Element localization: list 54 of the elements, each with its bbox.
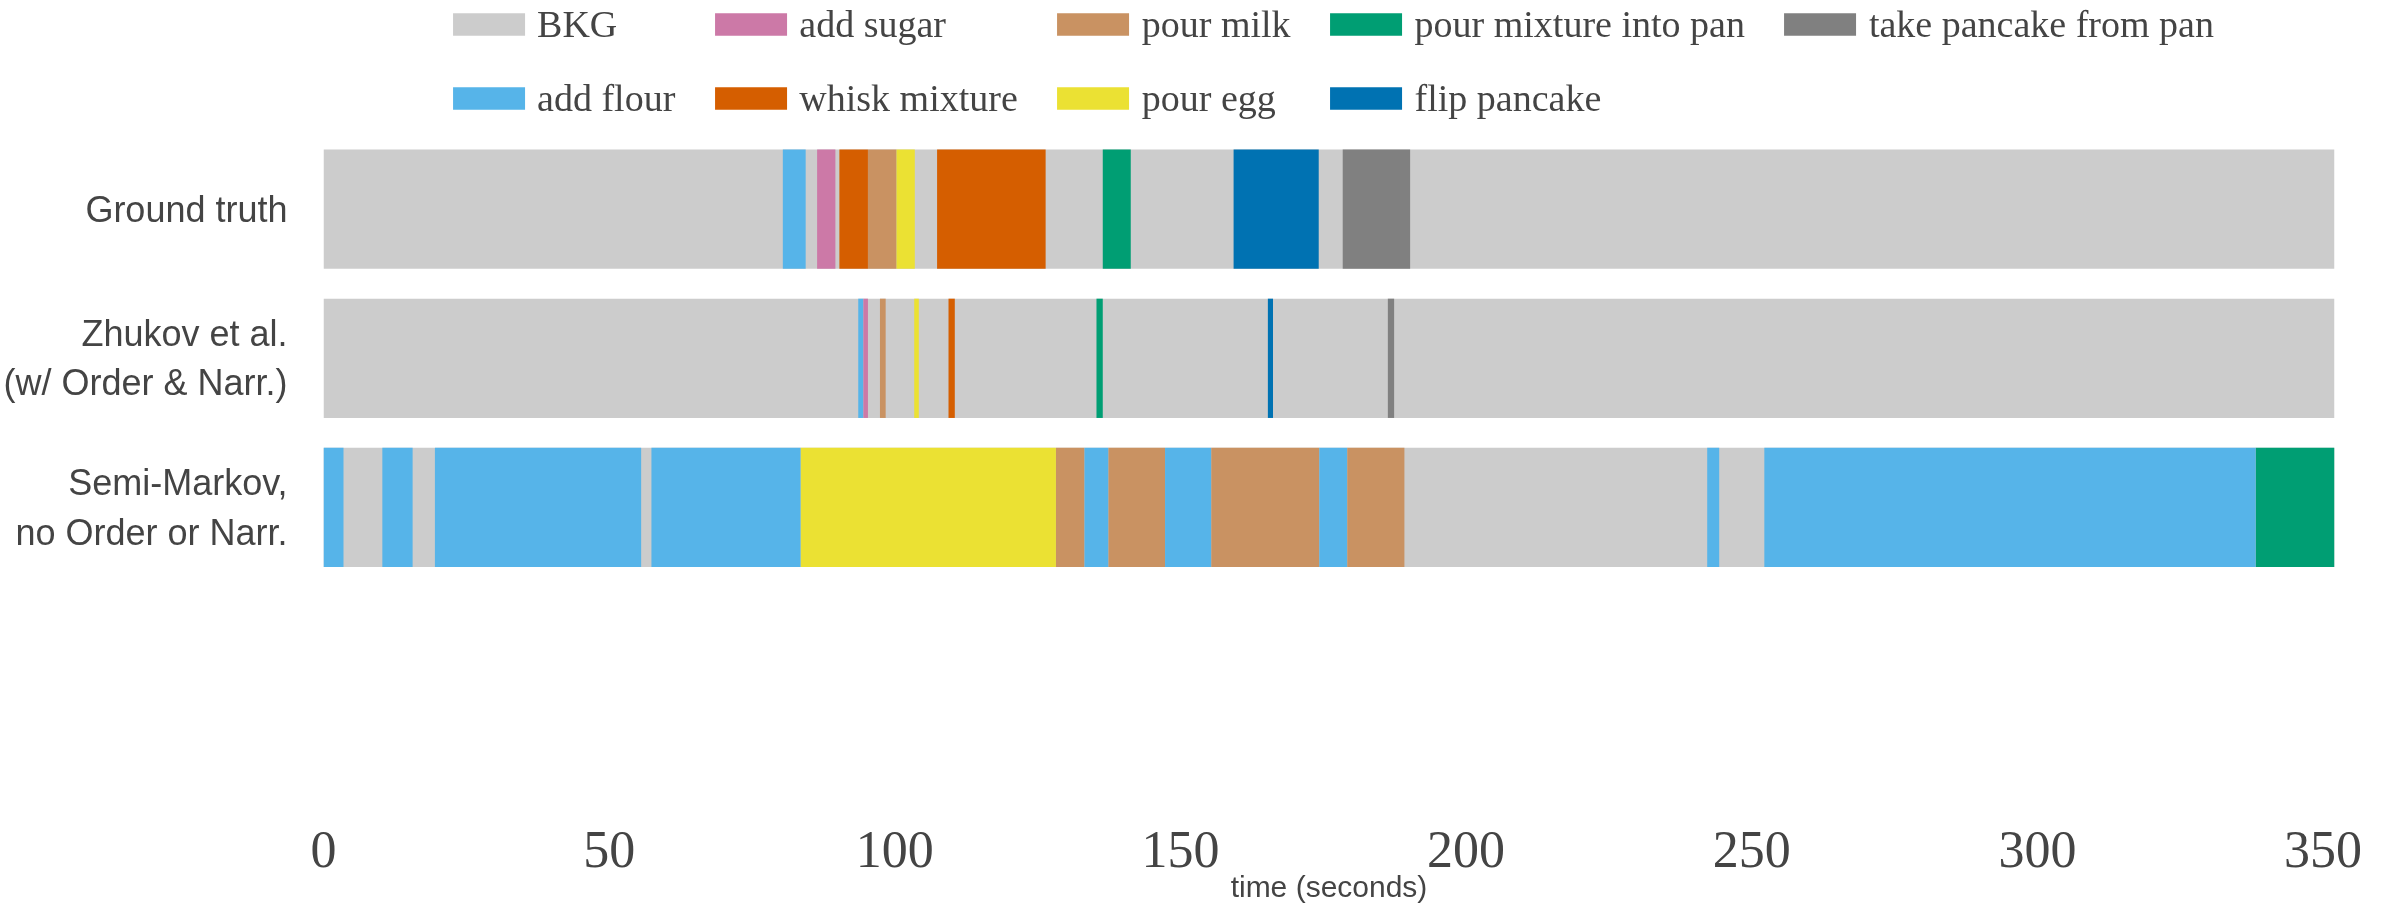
legend-label: pour mixture into pan (1414, 2, 1745, 46)
bar (879, 298, 886, 418)
x-tick-label: 150 (1141, 820, 1220, 878)
y-tick-label: Ground truth (85, 188, 288, 230)
bar (1108, 447, 1166, 568)
bar (323, 298, 2335, 418)
x-tick-label: 300 (1998, 820, 2077, 878)
legend-label: flip pancake (1414, 76, 1602, 120)
bar (1319, 447, 1348, 568)
legend-label: add sugar (799, 2, 946, 46)
bar (651, 447, 801, 568)
legend-label: BKG (537, 2, 618, 46)
bar (839, 149, 868, 269)
bar (1102, 149, 1131, 269)
bar (1055, 447, 1085, 568)
legend-label: pour milk (1141, 2, 1291, 46)
bar (1233, 149, 1319, 269)
bar (817, 149, 836, 269)
bar (382, 447, 413, 568)
bar (1165, 447, 1212, 568)
bar (914, 298, 919, 418)
bar (1084, 447, 1109, 568)
bar (1347, 447, 1405, 568)
bar (1096, 298, 1103, 418)
x-axis-title: time (seconds) (1230, 869, 1428, 903)
bar (1267, 298, 1274, 418)
legend-label: pour egg (1141, 76, 1276, 120)
y-tick-label: Semi-Markov, no Order or Narr. (15, 462, 288, 553)
bar (1211, 447, 1320, 568)
legend-label: add flour (537, 76, 676, 120)
bar (1342, 149, 1411, 269)
bar (1764, 447, 2256, 568)
bar (2255, 447, 2335, 568)
bar (800, 447, 1056, 568)
bar (323, 447, 344, 568)
bar (434, 447, 642, 568)
bar (937, 149, 1046, 269)
x-tick-label: 350 (2284, 820, 2363, 878)
x-tick-label: 100 (855, 820, 934, 878)
bar (858, 298, 864, 418)
x-tick-label: 250 (1712, 820, 1791, 878)
bar (867, 149, 897, 269)
bar (948, 298, 955, 418)
legend-label: take pancake from pan (1868, 2, 2214, 46)
legend-label: whisk mixture (799, 76, 1018, 120)
bar (782, 149, 806, 269)
bar (896, 149, 915, 269)
bar (1707, 447, 1720, 568)
x-tick-label: 200 (1427, 820, 1506, 878)
x-tick-label: 50 (583, 820, 636, 878)
x-tick-label: 0 (310, 820, 337, 878)
bar (863, 298, 868, 418)
y-tick-label: Zhukov et al. (w/ Order & Narr.) (3, 313, 288, 404)
bar (1387, 298, 1395, 418)
